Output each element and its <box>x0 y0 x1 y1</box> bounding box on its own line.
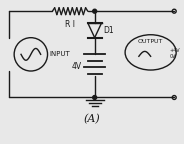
Text: 0V: 0V <box>169 54 176 59</box>
Text: INPUT: INPUT <box>49 51 70 57</box>
Text: (A): (A) <box>83 114 100 124</box>
Text: 4V: 4V <box>72 62 82 71</box>
Text: +4V: +4V <box>169 48 180 53</box>
Text: D1: D1 <box>104 26 114 35</box>
Circle shape <box>93 95 97 100</box>
Text: R I: R I <box>65 20 75 29</box>
Circle shape <box>93 9 97 13</box>
Ellipse shape <box>125 35 176 70</box>
Text: OUTPUT: OUTPUT <box>138 39 163 44</box>
